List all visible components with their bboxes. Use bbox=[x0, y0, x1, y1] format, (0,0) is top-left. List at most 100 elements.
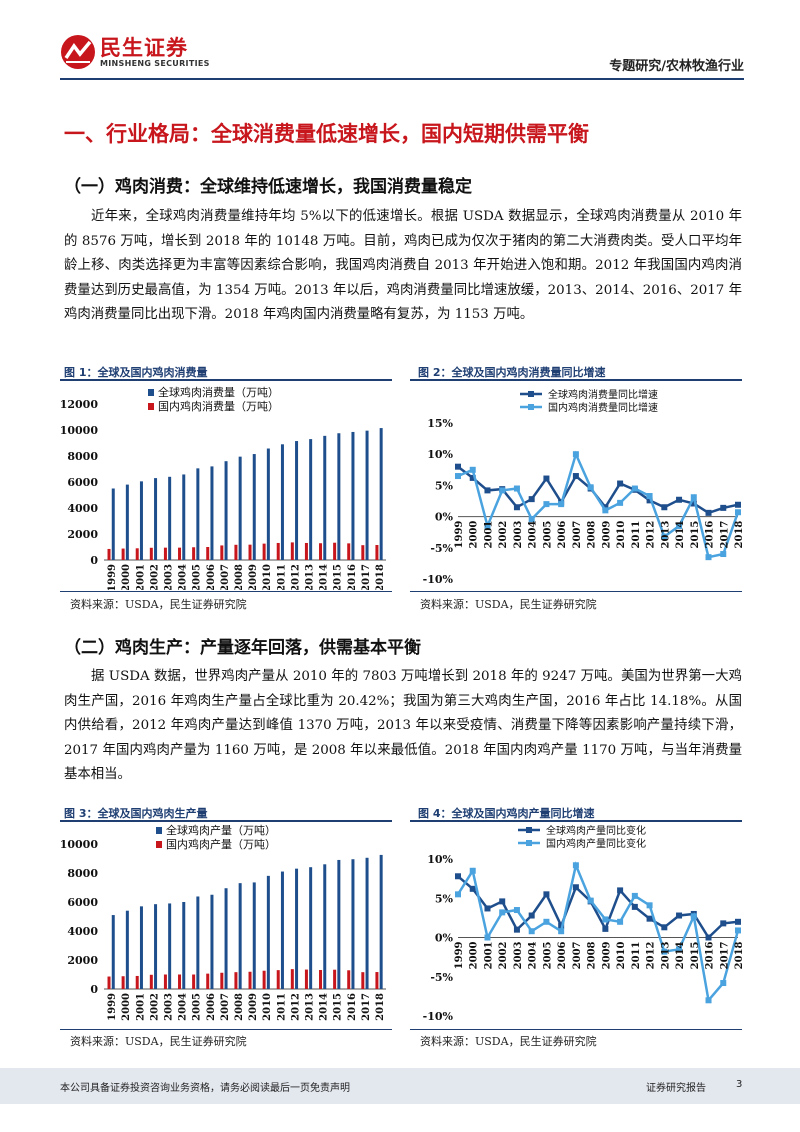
footer-disclaimer: 本公司具备证券投资咨询业务资格，请务必阅读最后一页免责声明 bbox=[60, 1083, 350, 1094]
fig1-bar-global-2006 bbox=[210, 466, 214, 560]
fig3-bar-china-2008 bbox=[234, 972, 238, 989]
fig4-legend-label: 国内鸡肉产量同比变化 bbox=[546, 837, 646, 850]
fig2-point-global-2015 bbox=[690, 500, 697, 507]
fig1-xtick-label: 2015 bbox=[333, 564, 344, 590]
fig1-title-rule bbox=[60, 379, 392, 381]
logo-text-cn: 民生证券 bbox=[100, 36, 188, 60]
fig2-point-global-2010 bbox=[617, 480, 624, 487]
fig4-point-china-2004 bbox=[528, 928, 535, 935]
fig1-bar-global-2014 bbox=[323, 435, 327, 560]
fig4-point-global-2003 bbox=[513, 926, 520, 933]
logo-mark-icon bbox=[61, 35, 95, 69]
fig4-point-china-2007 bbox=[572, 862, 579, 869]
fig1-bar-global-1999 bbox=[111, 488, 115, 560]
fig4-point-china-2006 bbox=[558, 928, 565, 935]
fig3-bar-global-2010 bbox=[266, 875, 270, 989]
fig1-ytick-label: 4000 bbox=[67, 502, 98, 515]
section2-title: （二）鸡肉生产：产量逐年回落，供需基本平衡 bbox=[64, 638, 421, 658]
fig1-bar-china-2013 bbox=[304, 542, 308, 560]
fig2-xtick-label: 2018 bbox=[734, 521, 745, 549]
fig3-xtick-label: 2012 bbox=[290, 993, 301, 1021]
fig3-ytick-label: 10000 bbox=[60, 838, 98, 851]
fig2-xtick-label: 2012 bbox=[646, 521, 657, 549]
fig1-bar-global-2011 bbox=[280, 444, 284, 560]
fig2-point-china-2018 bbox=[735, 509, 741, 516]
fig3-xtick-label: 2010 bbox=[262, 993, 273, 1021]
fig2-title: 图 2：全球及国内鸡肉消费量同比增速 bbox=[418, 366, 606, 379]
fig4-point-global-2001 bbox=[484, 905, 491, 912]
fig4-point-global-1999 bbox=[455, 873, 461, 880]
fig2-point-global-2013 bbox=[661, 504, 668, 511]
fig4-xtick-label: 2014 bbox=[675, 941, 686, 969]
fig2-xtick-label: 2011 bbox=[631, 521, 642, 549]
fig1-bar-china-2010 bbox=[262, 543, 266, 560]
fig3-bar-global-2002 bbox=[154, 904, 158, 989]
fig3-xtick-label: 2005 bbox=[192, 993, 203, 1021]
fig3-xtick-label: 2000 bbox=[121, 993, 132, 1021]
fig1-bar-global-2000 bbox=[125, 484, 129, 560]
fig2-point-global-2003 bbox=[513, 504, 520, 511]
fig3-bar-global-2000 bbox=[125, 910, 129, 989]
fig2-legend-label: 全球鸡肉消费量同比增速 bbox=[548, 388, 658, 401]
fig2-source: 资料来源：USDA，民生证券研究院 bbox=[420, 598, 597, 611]
fig3-ytick-label: 2000 bbox=[67, 954, 98, 967]
fig1-xtick-label: 2000 bbox=[121, 564, 132, 590]
fig1-bar-china-2000 bbox=[121, 548, 125, 560]
fig2-point-china-2002 bbox=[499, 487, 506, 494]
fig4-point-global-2016 bbox=[705, 934, 712, 941]
fig4-source-rule bbox=[410, 1029, 742, 1030]
fig3-bar-china-2000 bbox=[121, 976, 125, 989]
fig3-xtick-label: 2017 bbox=[361, 993, 372, 1021]
fig2-point-global-2012 bbox=[646, 497, 653, 504]
fig1-xtick-label: 2008 bbox=[234, 564, 245, 590]
fig3-xtick-label: 2018 bbox=[375, 993, 386, 1021]
fig2-xtick-label: 2015 bbox=[690, 521, 701, 549]
fig4-ytick-label: 0% bbox=[435, 932, 454, 945]
fig1-bar-global-2010 bbox=[266, 448, 270, 560]
fig4-xtick-label: 2001 bbox=[483, 942, 494, 970]
fig1-bar-global-2007 bbox=[224, 461, 228, 560]
fig3-source-rule bbox=[60, 1029, 392, 1030]
fig1-bar-china-2004 bbox=[178, 547, 182, 560]
fig2-point-global-2005 bbox=[543, 475, 550, 482]
fig4-point-china-2001 bbox=[484, 934, 491, 941]
fig1-bar-global-2012 bbox=[295, 441, 299, 560]
fig3-bar-global-2008 bbox=[238, 883, 242, 989]
fig3-bar-china-2001 bbox=[135, 975, 139, 989]
fig2-point-china-2011 bbox=[631, 485, 638, 492]
fig1-bar-china-2015 bbox=[333, 542, 337, 560]
fig3-bar-global-2017 bbox=[365, 857, 369, 989]
fig2-source-rule bbox=[410, 591, 742, 592]
fig3-bar-china-2012 bbox=[290, 969, 294, 989]
fig1-xtick-label: 2002 bbox=[149, 564, 160, 590]
fig1-source-rule bbox=[60, 591, 392, 592]
fig4-xtick-label: 2005 bbox=[542, 941, 553, 969]
fig3-bar-china-2017 bbox=[361, 972, 365, 989]
fig4-xtick-label: 2013 bbox=[660, 941, 671, 969]
fig1-bar-china-2016 bbox=[347, 543, 351, 560]
fig2-xtick-label: 2002 bbox=[498, 521, 509, 549]
fig2-xtick-label: 2001 bbox=[483, 521, 494, 549]
fig4-point-china-2016 bbox=[705, 997, 712, 1004]
fig1-xtick-label: 2014 bbox=[319, 564, 330, 590]
fig3-bar-china-2015 bbox=[333, 969, 337, 989]
fig2-xtick-label: 2010 bbox=[616, 521, 627, 549]
fig1-xtick-label: 2007 bbox=[220, 564, 231, 590]
fig3-bar-china-2007 bbox=[220, 972, 224, 989]
fig4-production-growth-line-chart: -10%-5%0%5%10%1999 2000 2001 2002 2003 2004 20… bbox=[423, 824, 745, 1023]
fig1-ytick-label: 10000 bbox=[60, 424, 98, 437]
fig3-ytick-label: 0 bbox=[90, 983, 98, 996]
fig4-xtick-label: 2016 bbox=[705, 941, 716, 969]
fig3-xtick-label: 2004 bbox=[178, 993, 189, 1021]
fig4-xtick-label: 2012 bbox=[646, 941, 657, 969]
fig4-point-china-2014 bbox=[676, 946, 683, 953]
fig2-point-global-1999 bbox=[455, 463, 461, 470]
fig3-legend-label: 国内鸡肉产量（万吨） bbox=[166, 837, 276, 851]
section2-paragraph: 据 USDA 数据，世界鸡肉产量从 2010 年的 7803 万吨增长到 201… bbox=[64, 669, 742, 782]
fig4-point-china-2011 bbox=[631, 892, 638, 899]
fig2-xtick-label: 2013 bbox=[660, 521, 671, 549]
fig4-point-china-2000 bbox=[469, 867, 476, 874]
fig2-point-china-1999 bbox=[455, 473, 461, 480]
fig2-point-global-2001 bbox=[484, 487, 491, 494]
